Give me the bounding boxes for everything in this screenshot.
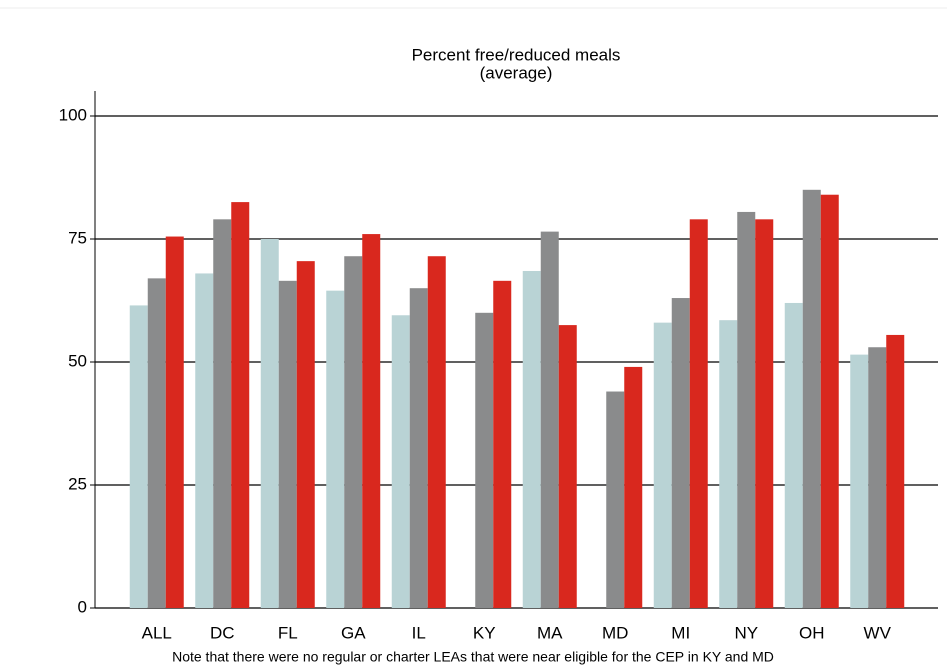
bar [737,211,756,608]
bar [653,322,672,608]
chart-note: Note that there were no regular or chart… [172,649,774,665]
bar [326,290,345,608]
bar [689,219,708,608]
x-tick-label: GA [341,623,366,642]
x-tick-label: KY [473,623,496,642]
bar [784,302,803,608]
bar [344,256,363,608]
bar [522,270,541,608]
bar [606,391,625,608]
y-tick-label: 100 [59,105,87,124]
y-tick-label: 0 [78,597,87,616]
x-tick-label: NY [734,623,758,642]
bar [886,334,905,608]
x-tick-label: MI [671,623,690,642]
bar [820,194,839,608]
bar [278,280,297,608]
bar [427,256,446,608]
bar [493,280,512,608]
x-tick-label: ALL [142,623,172,642]
bar [671,298,690,608]
bar [409,288,428,608]
bar [129,305,148,608]
x-tick-label: WV [864,623,892,642]
bar [296,261,315,608]
y-tick-label: 25 [68,474,87,493]
chart-title: Percent free/reduced meals [412,45,621,64]
bar [719,320,738,608]
bar [260,239,279,608]
bar [362,234,381,608]
bar [213,219,232,608]
bar [868,347,887,608]
bar [391,315,410,608]
y-tick-label: 75 [68,228,87,247]
bar [475,312,494,608]
x-tick-label: FL [278,623,298,642]
bar [850,354,869,608]
bar [558,325,577,608]
bar [802,189,821,609]
bar [195,273,214,608]
bar [147,278,166,608]
chart-subtitle: (average) [480,63,553,82]
x-tick-label: IL [412,623,426,642]
y-tick-label: 50 [68,351,87,370]
bar [231,202,250,608]
bar [165,236,184,609]
x-tick-label: DC [210,623,235,642]
bar [755,219,774,608]
bar [624,366,643,608]
x-tick-label: OH [799,623,825,642]
x-tick-label: MD [602,623,628,642]
x-tick-label: MA [537,623,563,642]
bar [540,231,559,608]
